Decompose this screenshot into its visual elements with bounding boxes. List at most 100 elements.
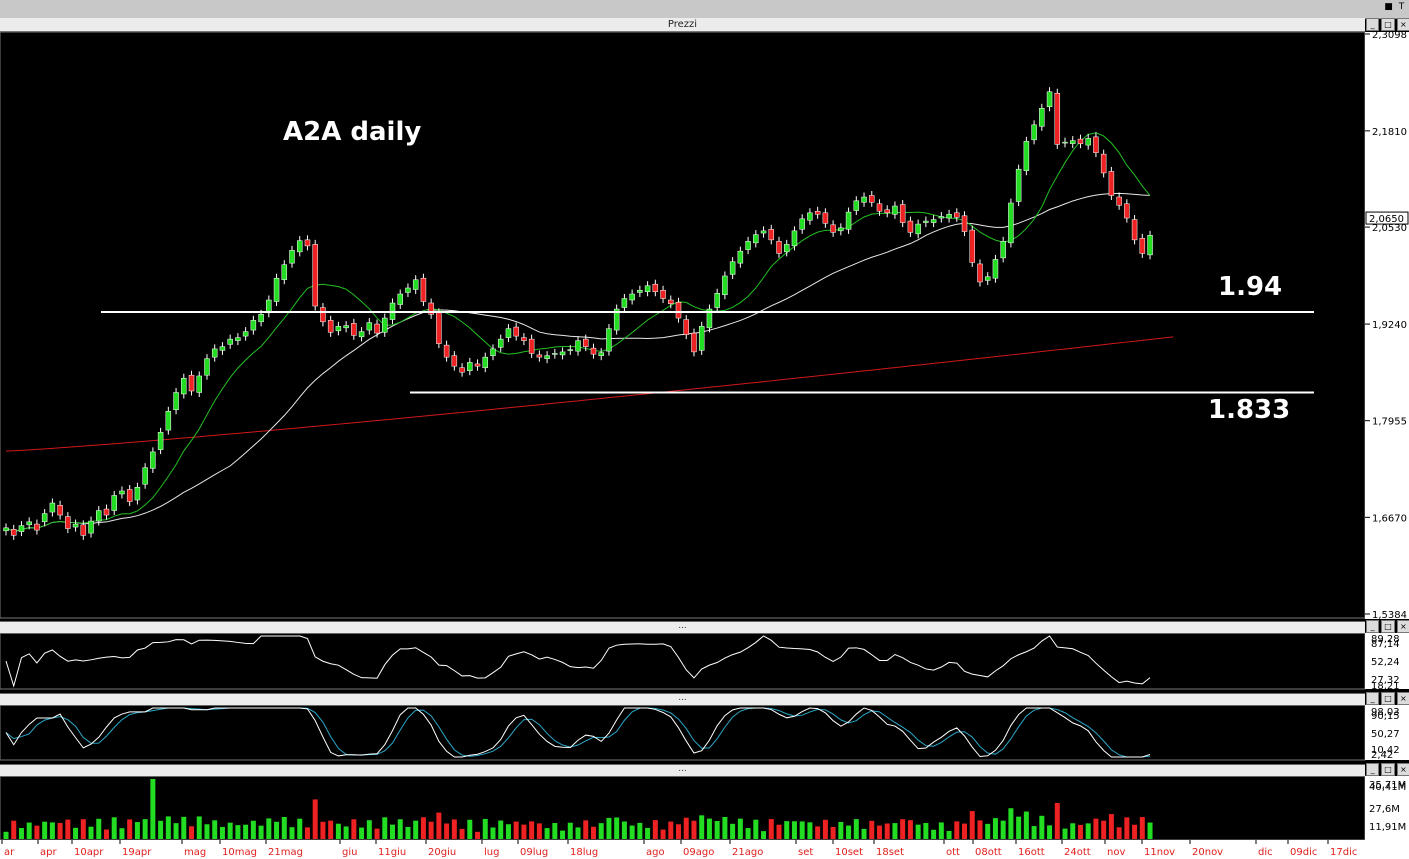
candle-body [899, 204, 906, 223]
candle-body [266, 299, 272, 314]
volume-bar [753, 819, 759, 839]
x-axis-label: 20giu [428, 847, 456, 858]
candle-body [1015, 168, 1022, 202]
candle-body [412, 279, 419, 290]
price-axis-label: 1,5384 [1372, 610, 1407, 621]
rsi-axis-bg [1365, 633, 1409, 689]
candle-body [528, 338, 535, 354]
volume-panel-separator[interactable]: ... [0, 764, 1365, 777]
volume-bar [954, 821, 960, 839]
volume-bar [761, 831, 767, 839]
x-axis-label: 21ago [732, 847, 763, 858]
volume-bar [103, 829, 109, 839]
volume-bar [181, 816, 187, 839]
volume-bar [784, 821, 790, 839]
candle-body [575, 340, 581, 352]
candle-body [219, 346, 226, 351]
candle-body [428, 302, 434, 315]
volume-bar [1016, 816, 1022, 839]
volume-bar [459, 828, 465, 839]
volume-bar [212, 820, 218, 839]
volume-bar [900, 819, 906, 839]
volume-bar [57, 822, 63, 839]
minimize-icon[interactable]: _ [1366, 692, 1380, 705]
stoch-panel-separator[interactable]: ... [0, 693, 1365, 706]
candle-body [459, 367, 465, 373]
volume-bar [451, 819, 457, 839]
volume-bar [165, 816, 171, 839]
candle-body [41, 513, 48, 523]
candle-body [977, 263, 983, 283]
minimize-icon[interactable]: _ [1366, 18, 1380, 31]
stoch-axis-label: 10,42 [1371, 745, 1400, 756]
x-axis-label: ago [646, 847, 665, 858]
candle-body [629, 293, 635, 301]
candle-body [312, 244, 318, 307]
candle-body [1046, 91, 1053, 108]
volume-bar [475, 831, 481, 839]
candle-body [853, 200, 860, 211]
close-icon[interactable]: × [1396, 692, 1409, 705]
maximize-icon[interactable]: □ [1381, 620, 1395, 633]
volume-bar [1023, 811, 1029, 839]
volume-bar [1085, 823, 1091, 839]
volume-bar [730, 823, 736, 839]
candle-body [173, 392, 179, 411]
close-icon[interactable]: × [1396, 620, 1409, 633]
volume-bar [815, 826, 821, 839]
rsi-axis-label: 18,21 [1371, 681, 1400, 692]
candle-body [706, 308, 713, 329]
candle-body [567, 349, 574, 351]
volume-bar [382, 817, 388, 839]
volume-axis-label: 40,41M [1369, 782, 1406, 793]
candle-body [652, 283, 659, 292]
x-axis-label: giu [342, 847, 357, 858]
candle-body [644, 285, 651, 292]
close-icon[interactable]: × [1396, 18, 1409, 31]
candle-body [954, 212, 960, 218]
ma-fast-line [5, 132, 1151, 533]
candle-body [783, 244, 790, 253]
volume-bar [405, 826, 411, 839]
candle-body [134, 486, 141, 501]
candle-body [443, 344, 450, 358]
x-axis-label: 18lug [570, 847, 598, 858]
maximize-icon[interactable]: □ [1381, 18, 1395, 31]
maximize-icon[interactable]: □ [1381, 763, 1395, 776]
candle-body [335, 326, 342, 332]
candle-body [1069, 140, 1076, 144]
volume-bar [544, 828, 550, 839]
rsi-panel-separator[interactable]: ... [0, 621, 1365, 634]
rsi-panel-frame [0, 632, 1366, 690]
stoch-signal-line [5, 707, 1151, 758]
volume-bar [1062, 828, 1068, 839]
volume-bar [876, 825, 882, 839]
volume-bar [846, 825, 852, 839]
volume-bar [490, 827, 496, 839]
candle-body [165, 411, 172, 431]
volume-bar [173, 823, 179, 839]
volume-bar [42, 821, 48, 839]
candle-body [876, 203, 883, 212]
x-axis-label: lug [484, 847, 499, 858]
minimize-icon[interactable]: _ [1366, 763, 1380, 776]
text-tool-icon[interactable]: T [1398, 2, 1405, 12]
volume-bar [390, 824, 395, 839]
close-icon[interactable]: × [1396, 763, 1409, 776]
candle-body [969, 229, 975, 263]
minimize-icon[interactable]: _ [1366, 620, 1380, 633]
candle-body [382, 317, 388, 333]
volume-bar [861, 828, 867, 839]
candle-body [637, 289, 643, 293]
volume-bar [938, 822, 944, 839]
volume-bar [498, 820, 504, 839]
volume-bar [1147, 822, 1153, 839]
candle-body [729, 261, 736, 275]
price-axis-label: 2,3098 [1372, 30, 1407, 41]
volume-bar [227, 822, 233, 839]
candle-body [845, 211, 852, 230]
volume-bar [26, 822, 32, 839]
maximize-icon[interactable]: □ [1381, 692, 1395, 705]
square-icon[interactable]: ■ [1384, 2, 1393, 12]
candle-body [598, 352, 604, 356]
